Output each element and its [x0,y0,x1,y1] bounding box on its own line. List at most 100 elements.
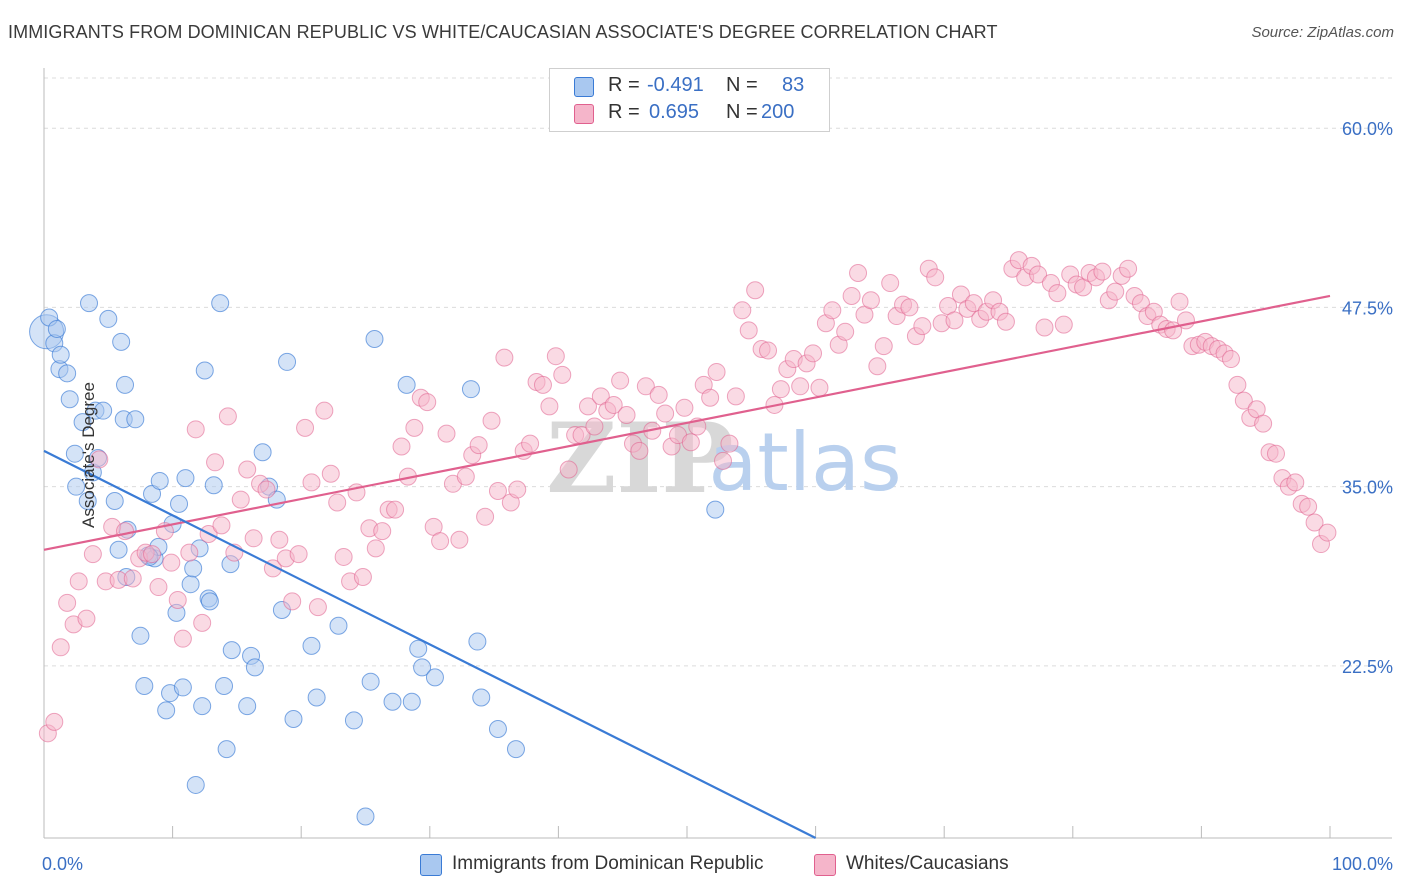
data-point-white-caucasian [418,393,437,412]
data-point-white-caucasian [726,387,745,406]
data-point-white-caucasian [321,464,340,483]
legend-label-pink: Whites/Caucasians [846,853,1009,874]
data-point-dominican [211,294,230,313]
data-point-white-caucasian [308,598,327,617]
stats-n-label: N = [726,101,758,123]
data-point-white-caucasian [1266,444,1285,463]
legend-swatch-pink [814,854,836,876]
y-tick-label: 47.5% [1342,298,1393,318]
data-point-white-caucasian [585,417,604,436]
stats-n-value: 200 [761,101,795,123]
data-point-white-caucasian [636,377,655,396]
data-point-white-caucasian [328,493,347,512]
data-point-dominican [51,345,70,364]
data-point-dominican [329,616,348,635]
data-point-white-caucasian [1318,523,1337,542]
data-point-white-caucasian [366,539,385,558]
data-point-white-caucasian [746,281,765,300]
stats-r-value: 0.695 [649,101,700,123]
data-point-white-caucasian [77,609,96,628]
data-point-white-caucasian [45,712,64,731]
data-point-white-caucasian [1305,513,1324,532]
data-point-white-caucasian [212,516,231,535]
data-point-white-caucasian [58,593,77,612]
data-point-dominican [200,592,219,611]
data-point-white-caucasian [482,411,501,430]
data-point-dominican [73,413,92,432]
data-point-white-caucasian [656,404,675,423]
data-point-white-caucasian [405,418,424,437]
data-point-dominican [409,639,428,658]
data-point-dominican [67,477,86,496]
stats-n-label: N = [726,74,758,96]
data-point-dominican [170,494,189,513]
chart-title: IMMIGRANTS FROM DOMINICAN REPUBLIC VS WH… [8,22,998,42]
data-point-white-caucasian [231,490,250,509]
data-point-dominican [186,775,205,794]
data-point-white-caucasian [162,553,181,572]
data-point-dominican [47,319,66,338]
legend-label-blue: Immigrants from Dominican Republic [452,853,764,874]
data-point-dominican [506,740,525,759]
stats-swatch-blue [574,77,594,97]
data-point-dominican [150,471,169,490]
data-point-white-caucasian [392,437,411,456]
data-point-white-caucasian [353,568,372,587]
data-point-white-caucasian [218,407,237,426]
watermark-atlas: atlas [708,416,901,509]
x-tick-label: 0.0% [42,854,83,874]
data-point-white-caucasian [1228,375,1247,394]
data-point-white-caucasian [553,365,572,384]
data-point-white-caucasian [1106,282,1125,301]
data-point-dominican [58,364,77,383]
data-point-white-caucasian [996,312,1015,331]
data-point-white-caucasian [180,543,199,562]
data-point-white-caucasian [283,592,302,611]
data-point-white-caucasian [69,572,88,591]
data-point-dominican [131,626,150,645]
data-point-dominican [105,492,124,511]
data-point-dominican [176,469,195,488]
data-point-white-caucasian [791,377,810,396]
data-point-white-caucasian [83,545,102,564]
data-point-white-caucasian [244,529,263,548]
data-point-white-caucasian [964,294,983,313]
data-point-white-caucasian [881,274,900,293]
stats-r-value: -0.491 [647,74,704,96]
stats-row-blue: R = -0.491 N = 83 [550,74,829,100]
data-point-white-caucasian [546,347,565,366]
data-point-dominican [302,636,321,655]
data-point-dominican [488,720,507,739]
data-point-white-caucasian [431,532,450,551]
data-point-white-caucasian [116,522,135,541]
data-point-white-caucasian [611,371,630,390]
data-point-dominican [468,632,487,651]
data-point-dominican [135,677,154,695]
data-point-white-caucasian [315,401,334,420]
data-point-dominican [204,476,223,495]
tick-labels: 22.5% 35.0% 47.5% 60.0% 0.0% 100.0% [42,119,1393,874]
data-point-dominican [365,329,384,348]
data-point-white-caucasian [206,453,225,472]
data-point-white-caucasian [437,424,456,443]
data-point-dominican [80,294,99,313]
data-point-white-caucasian [823,301,842,320]
legend-swatch-blue [420,854,442,876]
data-point-dominican [195,361,214,380]
chart-source: Source: ZipAtlas.com [1251,24,1394,41]
data-point-dominican [193,697,212,716]
data-point-white-caucasian [714,451,733,470]
data-point-dominican [383,692,402,711]
data-point-white-caucasian [1170,292,1189,311]
trend-lines [43,294,1331,839]
x-tick-label: 100.0% [1332,854,1393,874]
data-point-white-caucasian [913,317,932,336]
trend-line-white-caucasian [43,294,1331,551]
stats-r-label: R = [608,101,640,123]
data-point-dominican [65,444,84,463]
data-point-dominican [94,401,113,420]
data-point-dominican [253,443,272,462]
data-point-white-caucasian [1029,265,1048,284]
data-point-dominican [126,410,145,429]
trend-line-dominican [43,449,817,839]
